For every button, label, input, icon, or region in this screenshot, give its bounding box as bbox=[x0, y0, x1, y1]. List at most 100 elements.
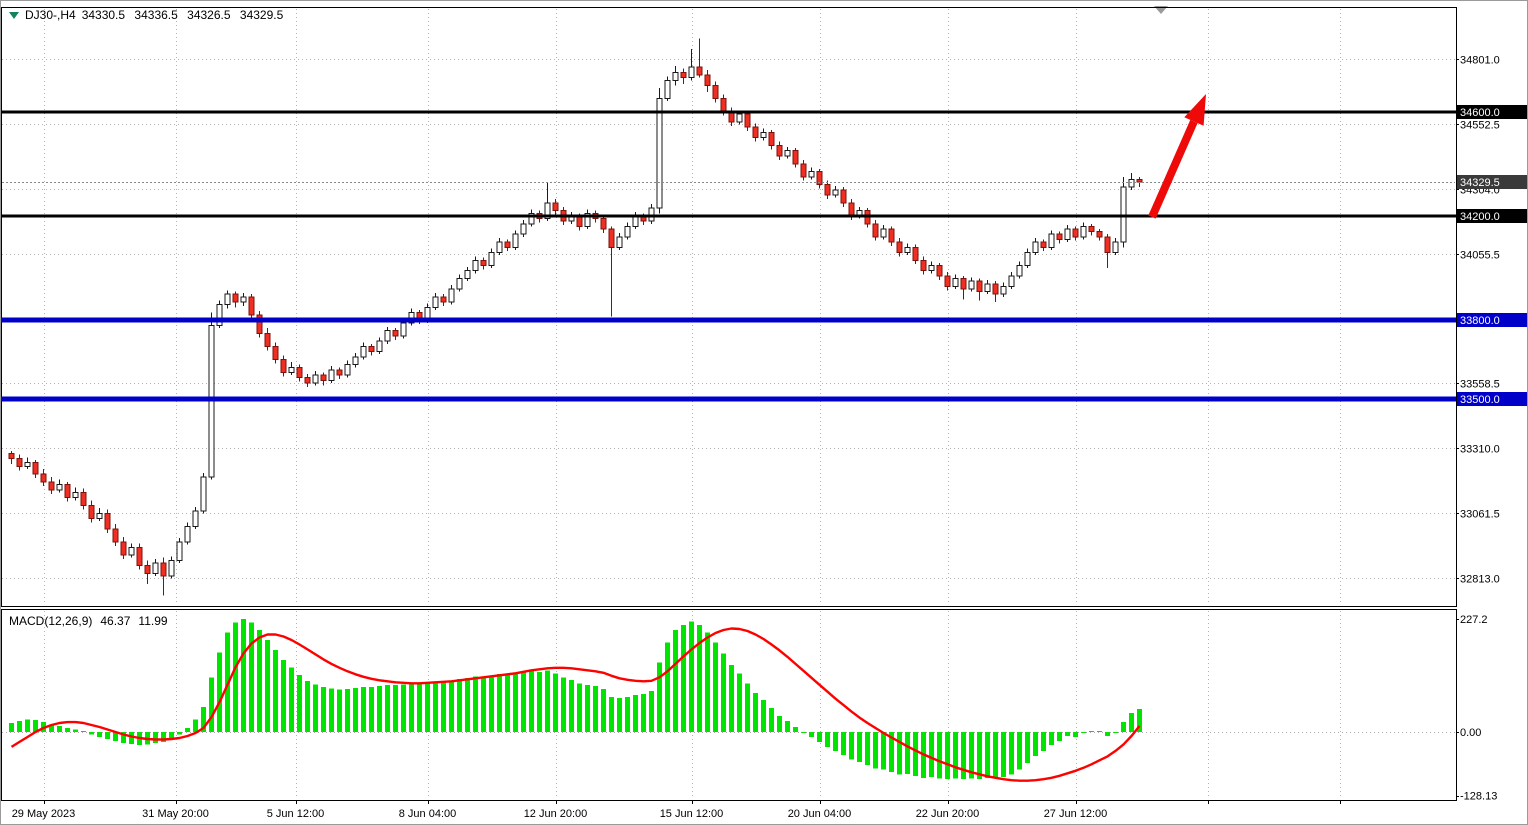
macd-bar bbox=[625, 697, 630, 732]
macd-bar bbox=[129, 732, 134, 744]
macd-bar bbox=[881, 732, 886, 770]
candle bbox=[912, 246, 919, 261]
level-lines[interactable] bbox=[1, 110, 1456, 402]
macd-bar bbox=[193, 719, 198, 732]
candle bbox=[232, 293, 239, 303]
ohlc-values: 34330.5 34336.5 34326.5 34329.5 bbox=[82, 8, 290, 22]
trend-arrow[interactable] bbox=[1148, 94, 1206, 219]
macd-bar bbox=[465, 677, 470, 732]
candle bbox=[368, 345, 375, 353]
macd-signal-value: 11.99 bbox=[138, 614, 168, 628]
candle bbox=[808, 171, 815, 178]
macd-bar bbox=[785, 721, 790, 732]
candle bbox=[384, 330, 391, 342]
candle bbox=[1072, 228, 1079, 238]
macd-bar bbox=[497, 673, 502, 732]
candle bbox=[312, 374, 319, 384]
candle bbox=[576, 215, 583, 227]
candle bbox=[872, 223, 879, 238]
macd-bar bbox=[585, 684, 590, 732]
candle bbox=[992, 283, 999, 295]
macd-bar bbox=[545, 670, 550, 732]
macd-bar bbox=[49, 724, 54, 732]
macd-bar bbox=[97, 732, 102, 737]
macd-bar bbox=[1073, 732, 1078, 737]
candle bbox=[32, 462, 39, 475]
candle bbox=[128, 546, 135, 556]
macd-bar bbox=[905, 732, 910, 774]
time-axis-labels: 29 May 2023 31 May 20:00 5 Jun 12:00 8 Jun … bbox=[12, 808, 1108, 820]
macd-bar bbox=[873, 732, 878, 769]
svg-text:31 May 20:00: 31 May 20:00 bbox=[142, 808, 209, 820]
candle bbox=[616, 236, 623, 248]
macd-bar bbox=[1089, 731, 1094, 732]
macd-bar bbox=[977, 732, 982, 779]
macd-bar bbox=[801, 732, 806, 733]
candle bbox=[264, 332, 271, 347]
candle bbox=[1048, 233, 1055, 248]
candle bbox=[112, 528, 119, 543]
macd-bar bbox=[649, 691, 654, 732]
candle bbox=[960, 278, 967, 290]
macd-bar bbox=[161, 732, 166, 742]
candle bbox=[656, 98, 663, 209]
candle bbox=[400, 322, 407, 337]
candle bbox=[1080, 225, 1087, 238]
candle bbox=[632, 215, 639, 227]
price-tag bbox=[1457, 175, 1527, 189]
macd-scale-labels: 227.2 0.00 -128.13 bbox=[1456, 614, 1497, 803]
macd-bar bbox=[1097, 731, 1102, 732]
macd-bar bbox=[409, 683, 414, 732]
svg-text:0.00: 0.00 bbox=[1460, 727, 1481, 739]
candle bbox=[544, 202, 551, 220]
candle bbox=[152, 562, 159, 574]
close-value: 34329.5 bbox=[239, 8, 284, 22]
macd-bar bbox=[361, 687, 366, 732]
chart-generated-content: 34801.034552.534304.034055.533807.033558… bbox=[1, 7, 1527, 820]
candle bbox=[88, 505, 95, 520]
candle bbox=[760, 131, 767, 139]
macd-bar bbox=[961, 732, 966, 780]
macd-bar bbox=[337, 689, 342, 732]
candle bbox=[256, 314, 263, 334]
svg-text:33500.0: 33500.0 bbox=[1460, 394, 1500, 406]
svg-text:33310.0: 33310.0 bbox=[1460, 444, 1500, 456]
candle bbox=[712, 84, 719, 100]
macd-bar bbox=[457, 678, 462, 732]
macd-bar bbox=[697, 625, 702, 732]
svg-text:20 Jun 04:00: 20 Jun 04:00 bbox=[788, 808, 852, 820]
candle bbox=[952, 278, 959, 287]
macd-bar bbox=[721, 653, 726, 732]
macd-bar bbox=[1049, 732, 1054, 745]
macd-bar bbox=[1121, 722, 1126, 732]
macd-bar bbox=[569, 679, 574, 732]
candle bbox=[224, 293, 231, 306]
candle bbox=[736, 113, 743, 123]
candle bbox=[720, 98, 727, 113]
candle bbox=[768, 131, 775, 146]
price-tag bbox=[1457, 209, 1527, 223]
candle bbox=[392, 330, 399, 337]
macd-bar bbox=[329, 688, 334, 732]
candle bbox=[624, 225, 631, 238]
macd-bar bbox=[713, 642, 718, 732]
macd-bar bbox=[473, 676, 478, 732]
candle bbox=[296, 366, 303, 379]
macd-bar bbox=[321, 687, 326, 732]
macd-bar bbox=[177, 732, 182, 735]
macd-bar bbox=[401, 684, 406, 732]
macd-bar bbox=[937, 732, 942, 779]
macd-bar bbox=[577, 683, 582, 732]
macd-bar bbox=[609, 697, 614, 732]
macd-bar bbox=[345, 689, 350, 732]
macd-bar bbox=[1025, 732, 1030, 763]
candle bbox=[896, 241, 903, 253]
candle bbox=[1000, 285, 1007, 295]
candle bbox=[480, 259, 487, 267]
macd-bar bbox=[665, 642, 670, 732]
candle bbox=[1096, 231, 1103, 238]
candle bbox=[16, 458, 23, 467]
macd-bar bbox=[1033, 732, 1038, 756]
